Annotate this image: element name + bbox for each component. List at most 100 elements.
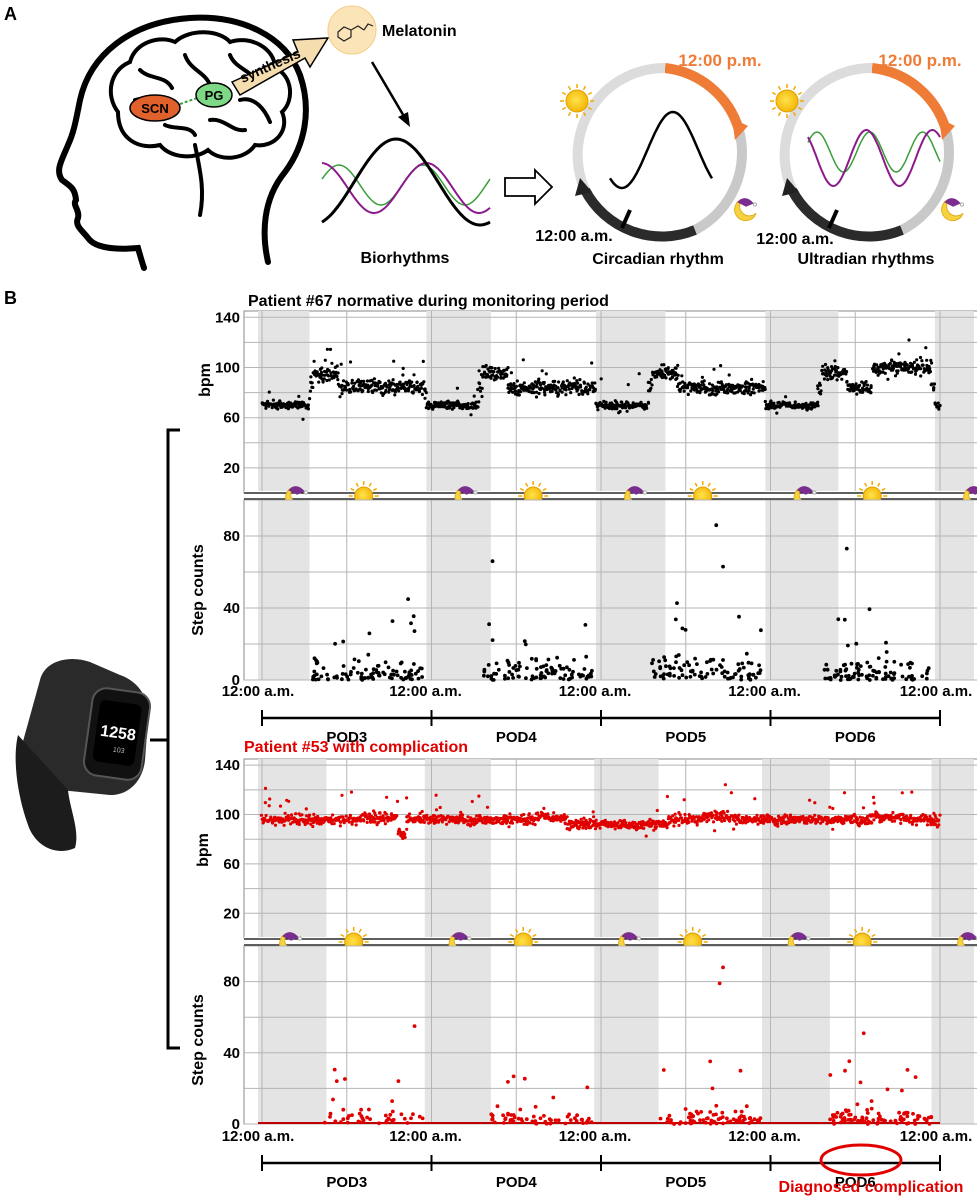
step-point	[399, 675, 403, 680]
panel-a-letter: A	[4, 4, 17, 24]
step-point	[409, 621, 413, 626]
step-point	[365, 1115, 369, 1120]
step-point	[533, 1104, 538, 1109]
hr-point	[366, 389, 370, 394]
step-point	[516, 674, 521, 679]
step-point	[364, 667, 368, 672]
hr-point	[584, 826, 588, 831]
hr-point	[648, 818, 652, 822]
hr-point	[932, 386, 936, 390]
hr-point	[898, 361, 903, 365]
hr-point	[609, 820, 613, 825]
hr-point	[368, 820, 373, 824]
hr-point	[738, 388, 742, 393]
step-point	[358, 1120, 363, 1125]
moon-nightcap	[288, 486, 305, 495]
hr-point	[712, 367, 716, 371]
step-point	[683, 1121, 688, 1125]
hr-point	[282, 823, 286, 827]
hr-point	[401, 373, 405, 377]
hr-point	[715, 392, 719, 396]
step-point	[866, 1119, 870, 1124]
step-point	[338, 1120, 343, 1125]
hr-point	[542, 380, 546, 385]
hollow-arrow	[504, 167, 554, 207]
step-point	[913, 1122, 918, 1126]
hr-point	[412, 373, 416, 377]
night-shade	[424, 759, 491, 938]
step-point	[726, 676, 730, 681]
circadian-noon-label: 12:00 p.m.	[678, 51, 761, 70]
hr-point	[695, 387, 699, 391]
moon-nightcap-pom	[467, 936, 472, 941]
night-shade	[258, 759, 327, 938]
hr-point	[913, 372, 918, 376]
hr-point	[304, 814, 309, 818]
hr-point	[895, 371, 899, 375]
hr-point	[565, 379, 569, 383]
hr-point	[666, 372, 671, 376]
watch-time: 1258	[99, 723, 137, 745]
hr-point	[750, 377, 754, 381]
top-patient-title: Patient #67 normative during monitoring …	[248, 293, 609, 310]
hr-point	[393, 393, 397, 397]
hr-point	[472, 394, 476, 398]
hr-point	[662, 363, 666, 367]
step-point	[663, 658, 668, 663]
step-point	[510, 672, 514, 677]
step-point	[869, 1106, 874, 1111]
step-point	[708, 659, 712, 663]
top-bpm-axis-label: bpm	[197, 363, 214, 397]
moon-nightcap	[944, 198, 961, 207]
step-point	[514, 668, 519, 673]
hr-point	[349, 790, 354, 794]
hr-point	[347, 820, 351, 824]
hr-point	[420, 809, 424, 814]
step-point	[391, 1117, 396, 1122]
hr-point	[893, 374, 898, 378]
hr-point	[553, 379, 557, 383]
hr-point	[579, 817, 583, 821]
moon-nightcap	[966, 486, 977, 495]
step-point	[721, 658, 725, 662]
hr-point	[577, 392, 581, 397]
hr-point	[816, 387, 820, 391]
hr-point	[620, 400, 624, 404]
step-point	[376, 663, 381, 668]
hr-point	[828, 805, 832, 809]
hr-point	[650, 383, 654, 387]
hr-point	[764, 403, 769, 407]
hr-point	[536, 811, 540, 815]
hr-point	[387, 390, 391, 394]
hr-point	[354, 823, 358, 827]
hr-point	[373, 820, 377, 824]
hr-point	[717, 815, 721, 819]
hr-point	[348, 360, 353, 364]
step-point	[856, 677, 861, 682]
hr-point	[593, 387, 598, 391]
hr-point	[478, 382, 482, 386]
night-shade	[258, 946, 327, 1124]
hr-point	[286, 407, 290, 411]
hr-point	[907, 338, 911, 342]
step-point	[567, 667, 572, 672]
step-point	[828, 1117, 832, 1122]
hr-point	[680, 374, 684, 378]
step-point	[409, 668, 414, 673]
step-point	[752, 1117, 757, 1122]
hr-point	[270, 406, 274, 410]
step-point	[758, 668, 763, 673]
hr-point	[312, 812, 316, 817]
step-point	[579, 673, 584, 677]
step-point	[721, 965, 725, 970]
hr-point	[896, 369, 900, 373]
step-point	[384, 1120, 388, 1125]
hr-point	[700, 375, 705, 379]
step-point	[692, 1120, 697, 1124]
hr-point	[858, 383, 862, 387]
hr-point	[564, 393, 568, 397]
hr-point	[615, 407, 619, 411]
hr-point	[866, 821, 870, 826]
hr-point	[910, 822, 915, 826]
